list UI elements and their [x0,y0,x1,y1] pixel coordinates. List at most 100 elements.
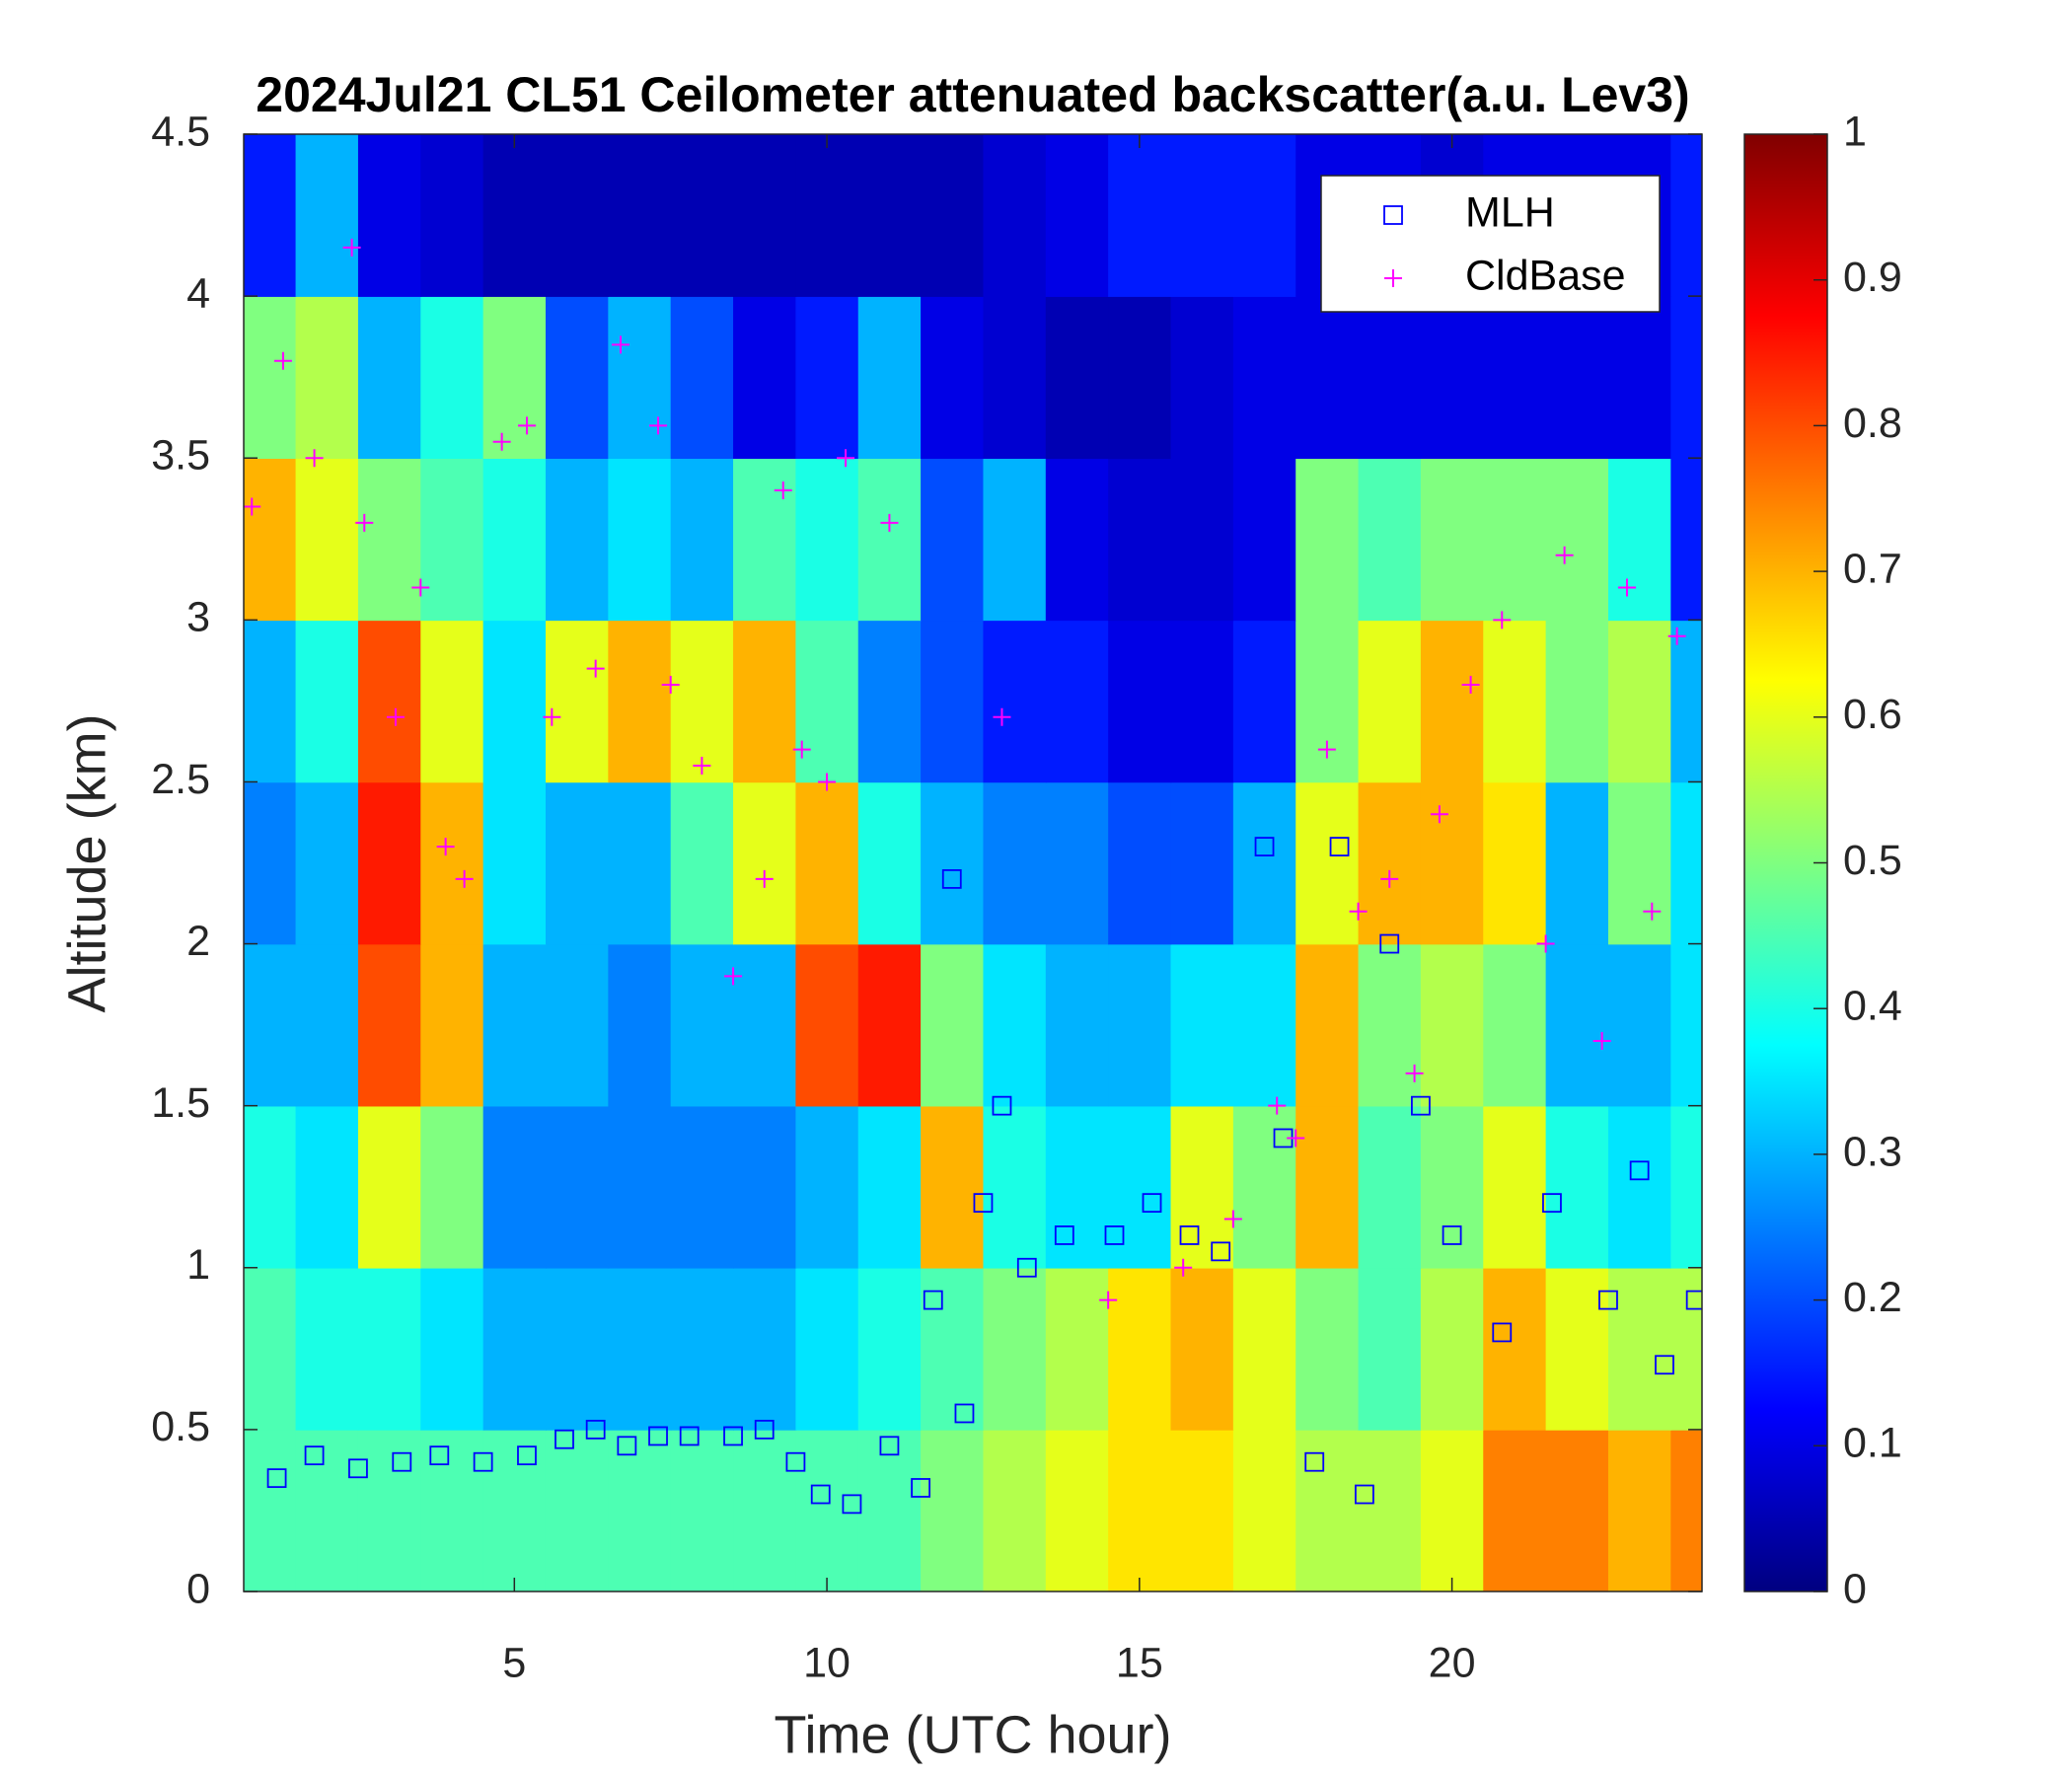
heatmap-cell [1607,1105,1672,1269]
heatmap-cell [921,943,985,1107]
heatmap-cell [1420,620,1485,783]
square-marker [1016,1257,1037,1278]
heatmap-cell [357,781,422,945]
square-marker [941,869,962,889]
heatmap-cell [1170,943,1234,1107]
heatmap-cell [1420,296,1485,460]
square-marker [392,1451,412,1472]
y-tick-label: 3 [186,594,210,641]
heatmap-cell [295,296,359,460]
heatmap-cell [795,620,859,783]
heatmap-cell [733,943,797,1107]
heatmap-cell [921,296,985,460]
plus-marker [1287,1129,1305,1147]
heatmap-cell [1170,1267,1234,1431]
heatmap-cell [1358,1105,1422,1269]
square-marker [879,1436,900,1456]
heatmap-cell [1545,296,1609,460]
plus-marker [1493,611,1512,629]
square-marker [1254,837,1275,856]
y-tick-label: 1.5 [151,1079,210,1127]
heatmap-cell [733,620,797,783]
heatmap-cell [244,134,297,297]
heatmap-cell [545,1429,610,1591]
heatmap-cell [1483,781,1547,945]
plus-marker [1536,934,1555,953]
heatmap-cell [357,1267,422,1431]
y-tick-label: 3.5 [151,432,210,480]
heatmap-cell [857,943,922,1107]
heatmap-cell [1045,620,1109,783]
heatmap-cell [420,458,484,622]
plus-marker [1384,269,1402,287]
heatmap-cell [608,943,672,1107]
square-marker [304,1445,325,1466]
square-marker [911,1478,931,1498]
heatmap-cell [482,296,547,460]
heatmap [244,134,1702,1591]
heatmap-cell [1170,458,1234,622]
heatmap-cell [482,943,547,1107]
square-marker [648,1426,668,1446]
square-marker [1329,837,1350,856]
x-tick-label: 15 [1116,1639,1163,1686]
heatmap-cell [1232,1105,1297,1269]
heatmap-cell [1670,781,1702,945]
heatmap-cell [983,1429,1047,1591]
square-marker [617,1436,637,1456]
heatmap-cell [420,620,484,783]
chart-title: 2024Jul21 CL51 Ceilometer attenuated bac… [256,67,1689,122]
heatmap-cell [420,1105,484,1269]
heatmap-cell [1670,134,1702,297]
heatmap-cell [295,943,359,1107]
heatmap-cell [670,943,734,1107]
plus-marker [818,773,837,791]
heatmap-cell [921,458,985,622]
plus-marker [1430,805,1448,824]
heatmap-cell [1670,1105,1702,1269]
heatmap-cell [795,943,859,1107]
plus-marker [355,513,374,532]
heatmap-cell [1607,781,1672,945]
heatmap-cell [545,781,610,945]
heatmap-cell [921,134,985,297]
plus-marker [1555,546,1574,564]
square-marker [1598,1290,1618,1310]
heatmap-cell [1232,1429,1297,1591]
plus-marker [724,967,743,986]
square-marker [1655,1355,1674,1375]
plus-marker [755,869,774,888]
colorbar-tick-label: 0.2 [1843,1274,1902,1321]
plus-marker [436,838,455,856]
heatmap-cell [1670,620,1702,783]
heatmap-cell [1607,943,1672,1107]
plus-marker [649,416,668,435]
heatmap-cell [608,134,672,297]
heatmap-cell [795,134,859,297]
plus-marker [1223,1210,1242,1228]
heatmap-cell [733,134,797,297]
plus-marker [1174,1258,1193,1277]
heatmap-cell [921,620,985,783]
square-marker [1304,1451,1325,1472]
plus-marker [305,449,324,468]
plus-marker [792,740,811,759]
heatmap-cell [420,134,484,297]
square-marker [992,1095,1012,1116]
heatmap-cell [545,296,610,460]
heatmap-cell [1358,620,1422,783]
heatmap-cell [357,1105,422,1269]
heatmap-cell [1108,134,1172,297]
heatmap-cell [482,458,547,622]
heatmap-cell [1108,1429,1172,1591]
square-marker [348,1458,368,1479]
plus-marker [612,335,630,354]
heatmap-cell [295,781,359,945]
heatmap-cell [608,1429,672,1591]
square-marker [473,1451,493,1472]
heatmap-cell [1045,943,1109,1107]
heatmap-cell [1108,458,1172,622]
heatmap-cell [1108,1105,1172,1269]
heatmap-cell [1108,620,1172,783]
square-marker [1685,1290,1702,1310]
